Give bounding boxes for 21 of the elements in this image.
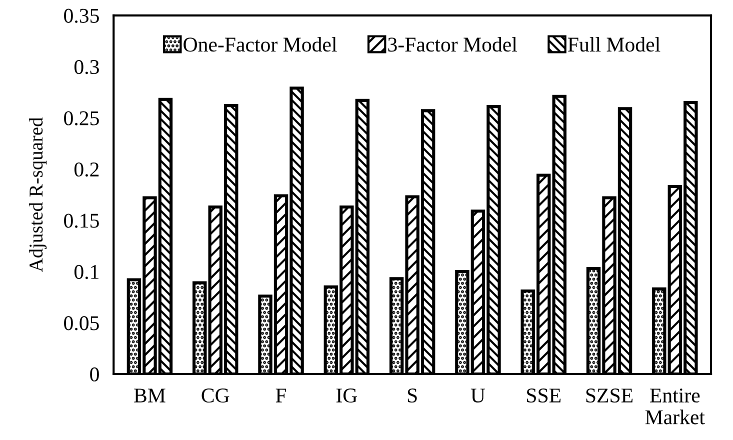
x-tick-label: CG	[202, 388, 230, 403]
legend-label: One-Factor Model	[184, 36, 337, 52]
x-tick-label: S	[408, 388, 417, 403]
y-tick-label: 0.1	[74, 264, 98, 280]
x-tick-label: SSE	[527, 388, 561, 403]
x-tick-label: F	[276, 388, 286, 402]
x-tick-label: IG	[336, 388, 358, 403]
legend-label: Full Model	[568, 36, 660, 52]
x-tick-label: SZSE	[586, 388, 633, 403]
y-tick-label: 0.15	[64, 214, 99, 228]
legend-label: 3-Factor Model	[388, 36, 518, 52]
y-tick-label: 0.25	[64, 111, 99, 126]
x-tick-label: U	[470, 388, 486, 403]
y-tick-label: 0.35	[64, 8, 99, 23]
x-tick-label: BM	[134, 388, 166, 402]
y-tick-label: 0.05	[64, 316, 99, 330]
y-tick-label: 0.3	[74, 60, 99, 74]
y-axis-title: Adjusted R-squared	[28, 117, 47, 272]
y-tick-label: 0	[90, 367, 99, 382]
x-tick-label: Entire Market	[645, 388, 705, 424]
y-tick-label: 0.2	[74, 162, 99, 177]
